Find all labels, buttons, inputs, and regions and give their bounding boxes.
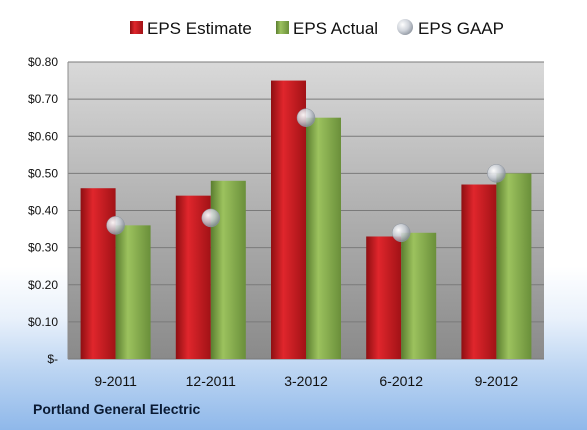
x-tick-label: 12-2011 [186, 373, 237, 389]
company-name: Portland General Electric [33, 401, 201, 417]
x-tick-label: 9-2011 [94, 373, 137, 389]
gaap-point [391, 223, 411, 243]
legend-label-gaap: EPS GAAP [418, 19, 504, 38]
actual-bar [496, 173, 532, 359]
estimate-bar [80, 188, 116, 359]
actual-bar [210, 180, 246, 359]
legend: EPS Estimate EPS Actual EPS GAAP [130, 19, 504, 38]
y-tick-label: $0.50 [28, 166, 58, 180]
y-tick-label: $0.80 [28, 55, 58, 69]
x-tick-label: 6-2012 [379, 373, 423, 389]
y-tick-label: $0.70 [28, 92, 58, 106]
actual-bar [115, 225, 151, 359]
y-tick-label: $0.60 [28, 129, 58, 143]
gaap-point [201, 208, 221, 228]
gaap-point [106, 216, 125, 235]
legend-swatch-gaap [397, 19, 413, 35]
y-tick-label: $0.30 [28, 241, 58, 255]
y-tick-label: $0.10 [28, 315, 58, 329]
legend-label-estimate: EPS Estimate [147, 19, 252, 38]
y-tick-label: $0.20 [28, 278, 58, 292]
estimate-bar [271, 80, 306, 359]
legend-label-actual: EPS Actual [293, 19, 378, 38]
y-tick-label: $- [47, 352, 58, 366]
x-tick-label: 9-2012 [475, 373, 519, 389]
legend-swatch-actual [276, 21, 289, 34]
y-tick-label: $0.40 [28, 204, 58, 218]
x-tick-label: 3-2012 [284, 373, 328, 389]
estimate-bar [366, 236, 402, 359]
gaap-point [296, 108, 316, 127]
actual-bar [306, 117, 341, 359]
y-axis: $- $0.10 $0.20 $0.30 $0.40 $0.50 $0.60 $0.70 $0.… [28, 55, 69, 366]
actual-bar [401, 232, 437, 359]
bars [80, 80, 532, 359]
gaap-point [487, 164, 506, 183]
legend-swatch-estimate [130, 21, 143, 34]
x-axis: 9-2011 12-2011 3-2012 6-2012 9-2012 [94, 373, 518, 389]
estimate-bar [461, 184, 497, 359]
